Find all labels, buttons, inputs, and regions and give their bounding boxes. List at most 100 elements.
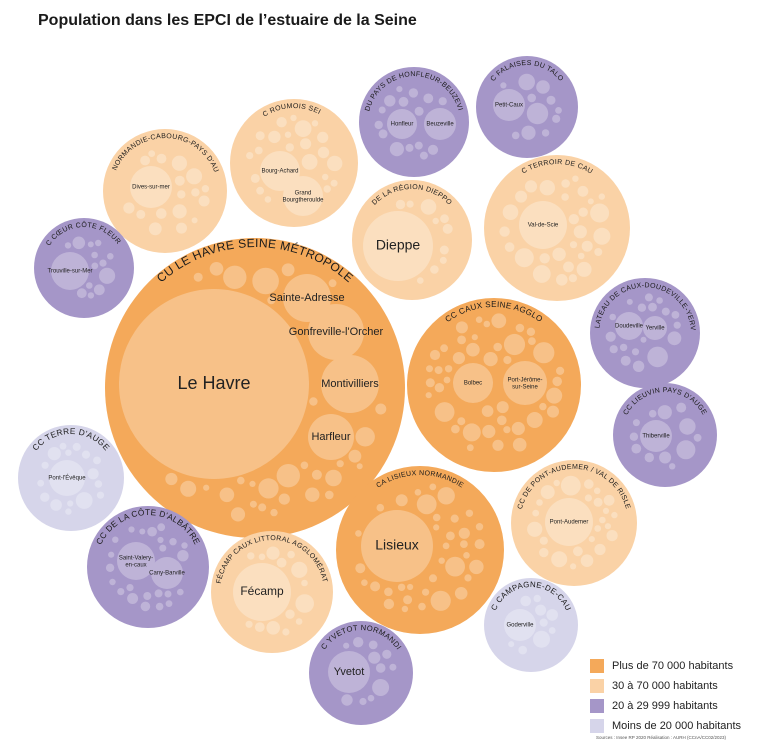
commune-bubble [254, 622, 265, 632]
commune-bubble [457, 417, 466, 426]
commune-bubble [177, 190, 186, 199]
commune-bubble [460, 540, 468, 548]
commune-bubble [72, 442, 81, 451]
commune-bubble [539, 618, 548, 627]
commune-bubble [556, 366, 565, 375]
commune-label: Cany-Barville [149, 571, 185, 577]
commune-bubble [258, 553, 266, 561]
commune-bubble [439, 245, 449, 255]
epci-name: CC FALAISES DU TALOU [0, 0, 565, 83]
commune-bubble [443, 376, 451, 384]
commune-bubble [169, 538, 177, 546]
commune-bubble [330, 179, 338, 187]
commune-bubble [446, 531, 455, 541]
commune-bubble [573, 225, 587, 239]
commune-bubble [423, 93, 434, 104]
commune-bubble [524, 180, 538, 193]
commune-bubble [671, 311, 680, 319]
commune-bubble [515, 190, 528, 203]
commune-bubble [317, 146, 330, 159]
commune-bubble [532, 265, 551, 283]
commune-bubble [539, 547, 549, 558]
commune-bubble [375, 403, 387, 415]
commune-bubble [172, 204, 187, 219]
commune-bubble [457, 335, 466, 345]
commune-bubble [249, 500, 257, 508]
commune-bubble [81, 450, 91, 459]
commune-bubble [65, 508, 72, 515]
commune-bubble [348, 449, 362, 463]
commune-bubble [503, 355, 512, 365]
commune-bubble [171, 155, 187, 171]
commune-bubble [429, 349, 441, 361]
commune-bubble [657, 405, 672, 420]
commune-bubble [323, 185, 331, 193]
commune-bubble [497, 415, 507, 426]
commune-bubble [317, 131, 329, 143]
commune-bubble [368, 640, 378, 650]
commune-bubble [148, 150, 156, 158]
commune-bubble [123, 202, 135, 214]
commune-bubble-main [130, 166, 172, 208]
commune-bubble [532, 509, 540, 517]
chart-title: Population dans les EPCI de l’estuaire d… [38, 12, 417, 29]
commune-bubble [40, 492, 50, 502]
commune-bubble [414, 106, 424, 116]
commune-label: Bolbec [464, 381, 482, 387]
commune-bubble [594, 543, 606, 556]
commune-bubble [398, 96, 409, 107]
commune-bubble-main [49, 460, 85, 496]
commune-bubble-main [308, 304, 364, 360]
commune-bubble [644, 452, 654, 463]
commune-bubble [647, 346, 668, 368]
commune-bubble [539, 180, 555, 196]
commune-bubble [395, 199, 406, 210]
commune-bubble [584, 479, 594, 489]
commune-bubble [355, 427, 375, 447]
commune-bubble [533, 342, 555, 364]
commune-bubble [422, 588, 430, 596]
commune-bubble [440, 214, 449, 224]
commune-bubble [560, 475, 581, 496]
commune-bubble [87, 292, 95, 299]
legend-item: Moins de 20 000 habitants [590, 716, 741, 736]
commune-bubble [143, 592, 152, 600]
commune-bubble [86, 282, 93, 289]
commune-bubble [619, 343, 628, 352]
commune-bubble [384, 587, 393, 597]
commune-bubble [466, 342, 480, 357]
commune-bubble [378, 106, 386, 114]
commune-bubble [593, 227, 611, 245]
commune-bubble [450, 514, 459, 523]
commune-bubble [374, 120, 383, 130]
commune-bubble [474, 539, 485, 550]
commune-bubble [518, 73, 535, 91]
commune-bubble [587, 198, 594, 205]
commune-bubble [401, 605, 409, 613]
commune-bubble [432, 217, 439, 225]
commune-bubble-main [328, 651, 370, 693]
commune-bubble [580, 554, 594, 567]
commune-bubble [378, 129, 388, 139]
commune-bubble [247, 552, 255, 560]
legend-label: Plus de 70 000 habitants [612, 660, 734, 672]
commune-bubble [482, 424, 496, 439]
commune-bubble [556, 274, 568, 286]
commune-bubble-main [308, 414, 354, 460]
commune-bubble [126, 584, 134, 592]
commune-bubble [258, 478, 279, 499]
commune-bubble [405, 143, 414, 152]
commune-bubble [266, 621, 281, 635]
commune-label: Val-de-Scie [528, 223, 559, 229]
commune-bubble [693, 433, 702, 442]
commune-bubble [256, 186, 264, 195]
commune-bubble [598, 193, 605, 200]
commune-bubble [254, 146, 263, 155]
commune-bubble [546, 95, 556, 105]
commune-bubble [491, 313, 507, 329]
commune-bubble-main [615, 312, 643, 340]
commune-bubble [295, 594, 315, 613]
commune-bubble [408, 88, 419, 98]
commune-bubble [528, 337, 536, 345]
